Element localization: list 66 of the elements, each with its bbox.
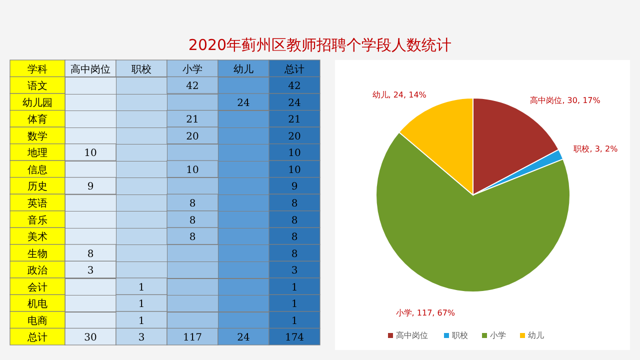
y-tick-label: 会计 <box>28 281 48 294</box>
legend-label: 幼儿 <box>528 331 544 340</box>
x-tick-label: 幼儿 <box>234 63 254 76</box>
y-tick-label: 数学 <box>28 130 48 142</box>
y-axis-title: 学科 <box>28 63 48 76</box>
data-label: 24 <box>237 332 250 344</box>
data-label: 1 <box>138 316 145 327</box>
data-label: 10 <box>186 164 199 176</box>
data-label: 3 <box>87 266 94 277</box>
y-tick-label: 音乐 <box>28 214 48 226</box>
data-label: 42 <box>186 81 199 92</box>
data-label: 高中岗位, 30, 17% <box>530 96 601 105</box>
data-label: 117 <box>182 332 202 344</box>
data-label: 9 <box>87 182 94 193</box>
data-label: 小学, 117, 67% <box>396 308 456 318</box>
y-tick-label: 信息 <box>28 164 48 176</box>
data-label: 42 <box>288 81 301 92</box>
y-tick-label: 历史 <box>28 180 48 193</box>
data-label: 1 <box>138 299 145 310</box>
y-tick-label: 电商 <box>28 314 48 327</box>
data-label: 8 <box>87 248 94 260</box>
data-label: 8 <box>291 248 298 260</box>
data-label: 8 <box>189 232 196 244</box>
y-tick-label: 生物 <box>28 248 48 260</box>
data-label: 21 <box>186 114 199 126</box>
x-tick-label: 职校 <box>132 63 152 76</box>
y-tick-label: 地理 <box>26 147 48 160</box>
data-label: 8 <box>189 215 196 226</box>
data-label: 10 <box>84 148 97 160</box>
chart-title: 2020年蓟州区教师招聘个学段人数统计 <box>188 36 452 54</box>
data-label: 20 <box>186 131 199 142</box>
data-label: 1 <box>138 282 145 294</box>
data-label: 10 <box>288 148 301 160</box>
data-label: 职校, 3, 2% <box>574 144 618 154</box>
legend-label: 高中岗位 <box>396 331 428 340</box>
data-label: 1 <box>291 299 298 310</box>
y-tick-label: 语文 <box>28 80 48 92</box>
legend-label: 职校 <box>452 331 468 340</box>
data-label: 21 <box>288 114 301 126</box>
y-tick-label: 总计 <box>26 332 48 344</box>
y-tick-label: 英语 <box>28 198 48 210</box>
data-label: 1 <box>291 316 298 327</box>
data-label: 8 <box>189 198 196 210</box>
x-tick-label: 小学 <box>182 63 202 76</box>
data-label: 8 <box>291 198 298 210</box>
data-label: 8 <box>291 215 298 226</box>
x-tick-label: 高中岗位 <box>70 63 110 76</box>
data-label: 3 <box>138 332 145 344</box>
data-label: 30 <box>84 332 97 344</box>
y-tick-label: 体育 <box>28 114 48 126</box>
data-label: 20 <box>288 131 301 142</box>
data-label: 24 <box>237 98 250 109</box>
y-tick-label: 机电 <box>28 298 48 310</box>
data-label: 8 <box>291 232 298 244</box>
x-tick-label: 总计 <box>284 63 304 76</box>
y-tick-label: 幼儿园 <box>22 96 52 109</box>
data-label: 10 <box>288 164 301 176</box>
data-label: 1 <box>291 282 298 294</box>
data-label: 幼儿, 24, 14% <box>372 90 427 100</box>
data-label: 24 <box>288 98 301 109</box>
data-label: 174 <box>284 332 304 344</box>
data-label: 9 <box>291 182 298 193</box>
data-label: 3 <box>291 266 298 277</box>
y-tick-label: 美术 <box>28 231 48 244</box>
legend-label: 小学 <box>490 331 506 340</box>
y-tick-label: 政治 <box>28 264 48 277</box>
